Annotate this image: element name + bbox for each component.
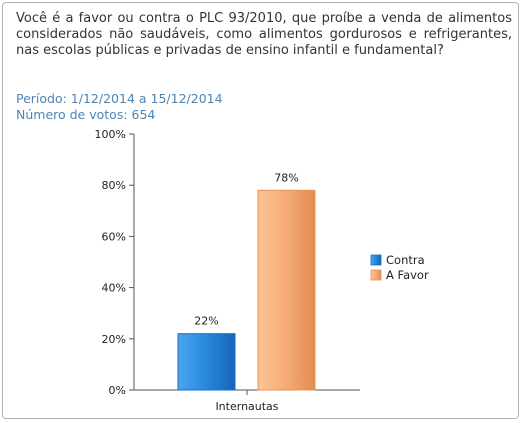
y-tick-label: 100% bbox=[95, 128, 126, 141]
bar-contra bbox=[177, 333, 236, 391]
y-tick-label: 80% bbox=[102, 179, 126, 192]
bar-a-favor bbox=[257, 189, 316, 391]
data-label: 78% bbox=[274, 171, 298, 184]
y-tick-label: 20% bbox=[102, 333, 126, 346]
poll-question: Você é a favor ou contra o PLC 93/2010, … bbox=[16, 11, 512, 58]
x-tick-label: Internautas bbox=[215, 400, 278, 413]
vote-count: Número de votos: 654 bbox=[16, 107, 156, 122]
legend-swatch bbox=[370, 254, 382, 266]
poll-frame bbox=[2, 2, 519, 419]
legend-swatch bbox=[370, 269, 382, 281]
chart-axes: 0% 20% 40% 60% 80% 100% Internautas bbox=[95, 128, 360, 413]
legend-label: A Favor bbox=[386, 268, 429, 282]
legend-label: Contra bbox=[386, 253, 425, 267]
y-tick-label: 60% bbox=[102, 230, 126, 243]
y-tick-label: 40% bbox=[102, 282, 126, 295]
poll-period: Período: 1/12/2014 a 15/12/2014 bbox=[16, 91, 223, 106]
y-tick-label: 0% bbox=[109, 384, 126, 397]
data-label: 22% bbox=[194, 315, 218, 328]
chart-bars: 22% 78% bbox=[177, 171, 316, 391]
